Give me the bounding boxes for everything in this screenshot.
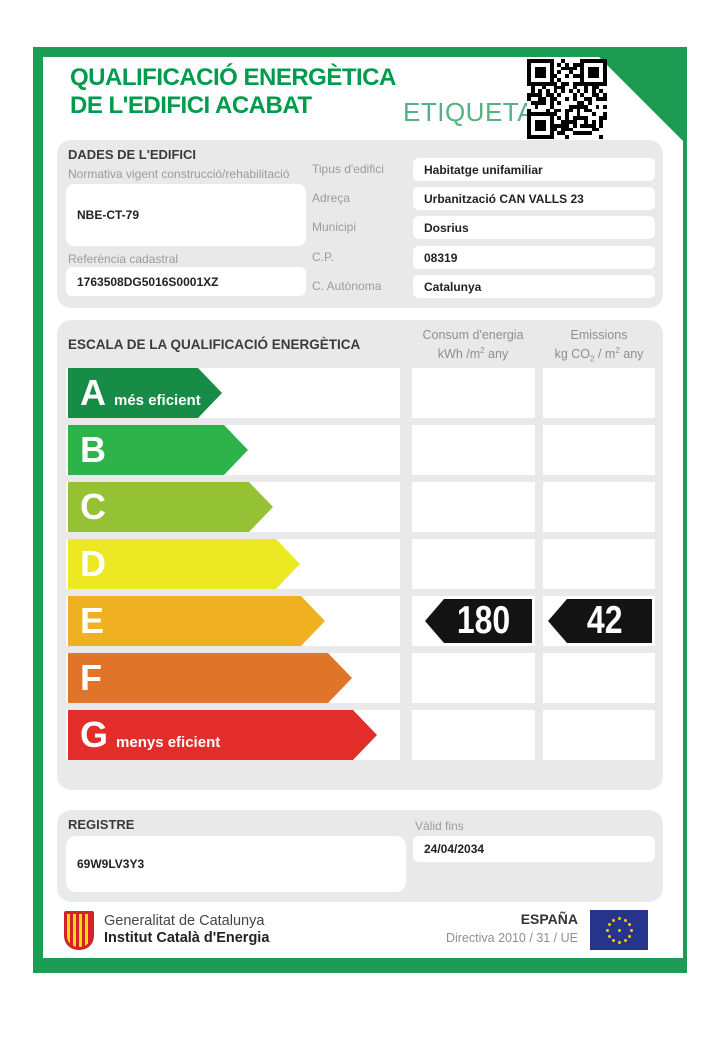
scale-row-d: D — [66, 539, 655, 589]
rating-arrow-f: F — [68, 653, 352, 703]
org-name-line1: Generalitat de Catalunya — [104, 913, 265, 929]
qr-code-icon — [527, 59, 607, 139]
valid-until-value-box: 24/04/2034 — [413, 836, 655, 862]
scale-row-b: B — [66, 425, 655, 475]
normativa-value-box: NBE-CT-79 — [66, 184, 306, 246]
registry-panel: REGISTRE 69W9LV3Y3 Vàlid fins 24/04/2034 — [57, 810, 663, 902]
registry-value-box: 69W9LV3Y3 — [66, 836, 406, 892]
building-data-panel: DADES DE L'EDIFICI Normativa vigent cons… — [57, 140, 663, 308]
field-value-autonoma: Catalunya — [413, 275, 655, 298]
building-section-title: DADES DE L'EDIFICI — [68, 147, 197, 162]
page-title-line2: DE L'EDIFICI ACABAT — [70, 92, 312, 119]
emissions-header-text: Emissions — [570, 328, 628, 342]
eu-stars-icon — [617, 928, 621, 932]
rating-arrow-b: B — [68, 425, 248, 475]
field-value-tipus: Habitatge unifamiliar — [413, 158, 655, 181]
country-label: ESPAÑA — [520, 911, 578, 927]
valid-until-label: Vàlid fins — [415, 819, 464, 833]
field-value-municipi: Dosrius — [413, 216, 655, 239]
footer: Generalitat de Catalunya Institut Català… — [57, 908, 663, 958]
field-label-tipus: Tipus d'edifici — [312, 162, 384, 176]
page-title-line1: QUALIFICACIÓ ENERGÈTICA — [70, 64, 396, 91]
rating-arrow-e: E — [68, 596, 325, 646]
rating-arrow-c: C — [68, 482, 273, 532]
rating-arrow-d: D — [68, 539, 300, 589]
field-label-adreca: Adreça — [312, 191, 351, 205]
scale-row-e: E 180 42 — [66, 596, 655, 646]
directive-label: Directiva 2010 / 31 / UE — [445, 931, 578, 945]
consum-column-header: Consum d'energia kWh /m2 any — [397, 328, 549, 362]
field-value-adreca: Urbanització CAN VALLS 23 — [413, 187, 655, 210]
normativa-label: Normativa vigent construcció/rehabilitac… — [68, 167, 290, 181]
cadastral-value-box: 1763508DG5016S0001XZ — [66, 267, 306, 296]
certificate-body: QUALIFICACIÓ ENERGÈTICA DE L'EDIFICI ACA… — [43, 57, 683, 958]
emissions-unit-text: kg CO2 / m2 any — [554, 346, 644, 364]
field-label-cp: C.P. — [312, 250, 334, 264]
consum-header-text: Consum d'energia — [422, 328, 524, 342]
generalitat-shield-icon — [64, 911, 94, 950]
scale-section-title: ESCALA DE LA QUALIFICACIÓ ENERGÈTICA — [68, 337, 361, 352]
field-label-municipi: Municipi — [312, 220, 357, 234]
emissions-value-tag: 42 — [548, 599, 652, 643]
certificate-frame: QUALIFICACIÓ ENERGÈTICA DE L'EDIFICI ACA… — [33, 47, 687, 973]
scale-row-f: F — [66, 653, 655, 703]
energy-scale-panel: ESCALA DE LA QUALIFICACIÓ ENERGÈTICA Con… — [57, 320, 663, 790]
field-value-cp: 08319 — [413, 246, 655, 269]
registry-section-title: REGISTRE — [68, 817, 135, 832]
consum-value-tag: 180 — [425, 599, 532, 643]
field-label-autonoma: C. Autònoma — [312, 279, 382, 293]
emissions-column-header: Emissions kg CO2 / m2 any — [543, 328, 655, 367]
cadastral-label: Referència cadastral — [68, 252, 179, 266]
eu-flag-icon — [590, 910, 648, 950]
org-name-line2: Institut Català d'Energia — [104, 930, 270, 946]
corner-fold-decoration — [599, 57, 683, 141]
consum-unit-text: kWh /m2 any — [437, 346, 509, 362]
scale-row-c: C — [66, 482, 655, 532]
etiqueta-label: ETIQUETA — [403, 97, 536, 127]
